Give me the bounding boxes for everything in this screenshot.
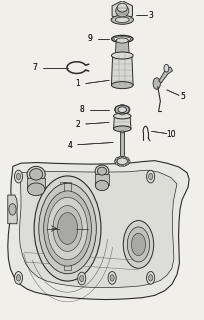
Ellipse shape <box>114 113 131 119</box>
Polygon shape <box>111 55 133 85</box>
Text: 1: 1 <box>75 79 80 88</box>
Ellipse shape <box>114 126 131 132</box>
Circle shape <box>108 271 116 284</box>
Ellipse shape <box>127 163 129 165</box>
Ellipse shape <box>114 37 131 41</box>
Ellipse shape <box>27 166 45 182</box>
Text: 10: 10 <box>166 130 176 139</box>
Ellipse shape <box>123 156 125 158</box>
Polygon shape <box>115 41 129 55</box>
Ellipse shape <box>117 158 127 164</box>
Circle shape <box>164 64 169 72</box>
Ellipse shape <box>128 160 130 162</box>
Ellipse shape <box>98 167 106 175</box>
Circle shape <box>34 176 101 281</box>
Text: 8: 8 <box>79 105 84 114</box>
Ellipse shape <box>111 52 133 59</box>
Polygon shape <box>112 1 132 21</box>
Ellipse shape <box>116 38 128 43</box>
Circle shape <box>123 220 154 268</box>
Polygon shape <box>159 67 173 83</box>
Circle shape <box>44 191 91 266</box>
Ellipse shape <box>116 163 118 165</box>
Text: 10: 10 <box>166 130 176 139</box>
Text: 1: 1 <box>75 79 80 88</box>
Text: 4: 4 <box>67 141 72 150</box>
Ellipse shape <box>116 5 129 17</box>
Polygon shape <box>19 170 177 287</box>
Text: 9: 9 <box>87 35 92 44</box>
Polygon shape <box>8 195 17 224</box>
Ellipse shape <box>95 165 109 177</box>
Ellipse shape <box>115 156 130 166</box>
Text: 8: 8 <box>79 105 84 114</box>
Text: 2: 2 <box>75 120 80 130</box>
Text: 4: 4 <box>67 141 72 150</box>
Text: 7: 7 <box>33 63 38 72</box>
Polygon shape <box>95 174 109 186</box>
Ellipse shape <box>115 52 129 57</box>
Ellipse shape <box>28 183 45 196</box>
Circle shape <box>9 204 16 215</box>
Circle shape <box>57 212 78 244</box>
Ellipse shape <box>111 15 133 24</box>
Ellipse shape <box>117 3 127 12</box>
Circle shape <box>127 227 150 262</box>
Circle shape <box>14 170 23 183</box>
Text: 5: 5 <box>181 92 185 101</box>
Circle shape <box>53 205 82 252</box>
Circle shape <box>48 197 87 260</box>
Polygon shape <box>60 182 65 270</box>
Circle shape <box>147 271 155 284</box>
Circle shape <box>147 170 155 183</box>
Circle shape <box>78 272 86 285</box>
Ellipse shape <box>115 17 129 22</box>
Text: 7: 7 <box>33 63 38 72</box>
Text: 5: 5 <box>181 92 185 101</box>
Circle shape <box>39 183 96 274</box>
Polygon shape <box>114 116 131 129</box>
Ellipse shape <box>115 105 130 114</box>
Circle shape <box>17 173 21 180</box>
Polygon shape <box>28 178 45 189</box>
Circle shape <box>149 173 153 180</box>
Circle shape <box>110 275 114 281</box>
Polygon shape <box>120 132 124 157</box>
Ellipse shape <box>116 158 118 160</box>
Ellipse shape <box>120 131 124 133</box>
Circle shape <box>80 275 84 282</box>
Text: 9: 9 <box>87 35 92 44</box>
Ellipse shape <box>127 158 129 160</box>
Ellipse shape <box>30 169 43 180</box>
Ellipse shape <box>111 82 133 89</box>
Circle shape <box>14 271 23 284</box>
Ellipse shape <box>118 107 126 113</box>
Ellipse shape <box>95 180 109 191</box>
Circle shape <box>131 233 146 256</box>
Circle shape <box>149 275 153 281</box>
Text: 2: 2 <box>75 120 80 130</box>
Circle shape <box>17 275 21 281</box>
Ellipse shape <box>119 164 121 166</box>
Circle shape <box>153 78 160 89</box>
Polygon shape <box>8 161 189 300</box>
Ellipse shape <box>123 164 125 166</box>
Ellipse shape <box>119 156 121 158</box>
Text: 3: 3 <box>148 11 153 20</box>
Ellipse shape <box>114 160 116 162</box>
Text: 3: 3 <box>148 11 153 20</box>
